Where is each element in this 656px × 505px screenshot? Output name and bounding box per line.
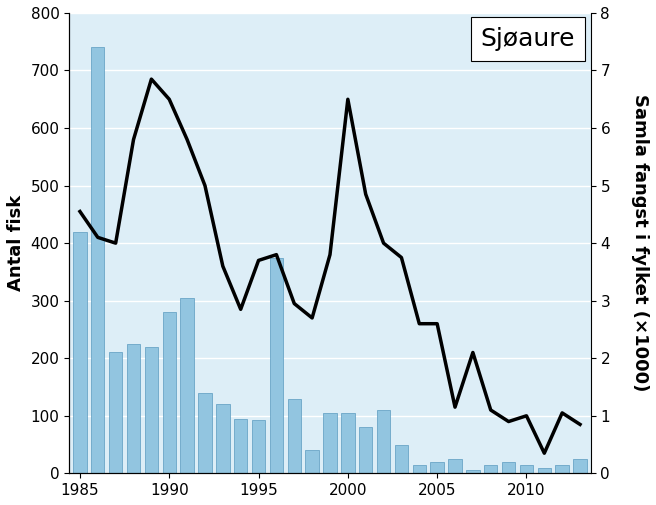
Bar [466, 471, 480, 473]
Bar [413, 465, 426, 473]
Text: Sjøaure: Sjøaure [481, 27, 575, 51]
Bar [395, 444, 408, 473]
Bar [538, 468, 551, 473]
Bar [502, 462, 516, 473]
Bar [306, 450, 319, 473]
Bar [341, 413, 354, 473]
Bar [91, 47, 104, 473]
Bar [556, 465, 569, 473]
Bar [377, 410, 390, 473]
Bar [216, 405, 230, 473]
Bar [198, 393, 212, 473]
Y-axis label: Antal fisk: Antal fisk [7, 195, 25, 291]
Bar [573, 459, 586, 473]
Bar [73, 232, 87, 473]
Bar [252, 420, 265, 473]
Bar [270, 258, 283, 473]
Bar [448, 459, 462, 473]
Bar [430, 462, 444, 473]
Bar [127, 344, 140, 473]
Bar [359, 427, 373, 473]
Bar [484, 465, 497, 473]
Bar [287, 398, 301, 473]
Bar [520, 465, 533, 473]
Bar [145, 347, 158, 473]
Y-axis label: Samla fangst i fylket (×1000): Samla fangst i fylket (×1000) [631, 94, 649, 392]
Bar [163, 312, 176, 473]
Bar [109, 352, 123, 473]
Bar [180, 298, 194, 473]
Bar [323, 413, 337, 473]
Bar [234, 419, 247, 473]
